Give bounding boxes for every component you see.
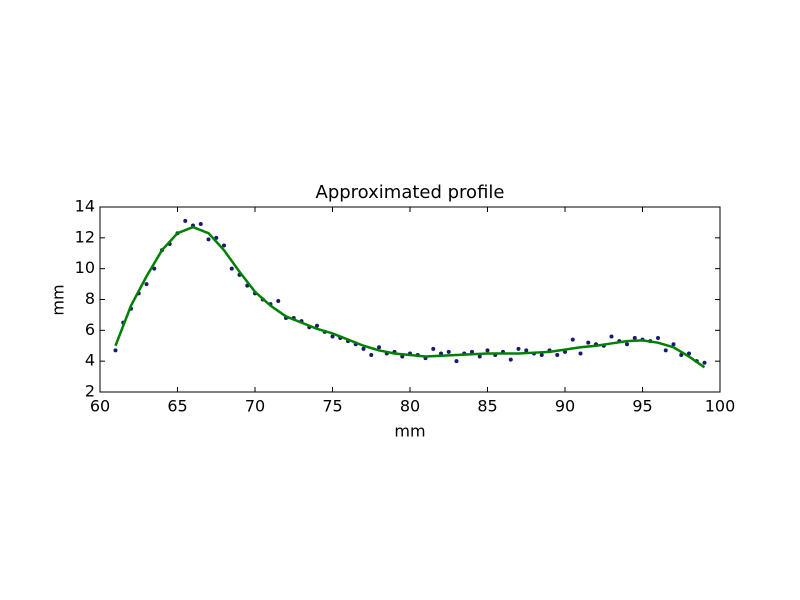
plot-frame [99, 206, 721, 393]
data-point [586, 340, 591, 345]
data-point [609, 334, 614, 339]
data-point [625, 342, 629, 347]
data-point [315, 323, 319, 328]
data-point [276, 299, 281, 304]
y-tick-label: 2 [85, 382, 95, 401]
x-tick-label: 85 [477, 397, 497, 416]
data-point [516, 346, 521, 351]
y-tick-label: 6 [85, 320, 95, 339]
data-point [229, 266, 234, 271]
data-point [477, 354, 482, 359]
chart-title: Approximated profile [316, 182, 505, 203]
data-point [570, 337, 575, 342]
data-point [206, 237, 211, 242]
y-axis-label: mm [49, 284, 68, 315]
data-point [454, 359, 459, 364]
data-point [702, 360, 707, 365]
data-point [656, 336, 660, 341]
data-point [687, 351, 691, 356]
data-point [330, 334, 335, 339]
data-point [152, 266, 157, 271]
data-point [144, 282, 149, 287]
y-tick-label: 8 [85, 289, 95, 308]
data-point [439, 351, 443, 356]
x-tick-label: 70 [245, 397, 265, 416]
fit-line [114, 225, 706, 369]
data-point [361, 346, 366, 351]
data-point [470, 349, 474, 354]
data-point [671, 342, 676, 347]
data-point [369, 353, 374, 357]
x-tick-label: 60 [90, 397, 110, 416]
data-point [446, 349, 451, 354]
data-point [198, 221, 203, 226]
x-tick-label: 80 [400, 397, 420, 416]
data-point [183, 218, 188, 223]
x-tick-label: 75 [322, 397, 342, 416]
data-point [578, 351, 583, 356]
data-point [485, 348, 490, 353]
data-point [431, 346, 436, 351]
y-tick-label: 14 [75, 197, 95, 216]
data-point [679, 353, 684, 357]
data-point [663, 348, 668, 353]
y-tick-label: 4 [85, 351, 95, 370]
x-tick-label: 95 [632, 397, 652, 416]
x-tick-label: 65 [167, 397, 187, 416]
y-tick-label: 12 [75, 227, 95, 246]
y-tick-label: 10 [75, 258, 95, 277]
data-point [555, 353, 560, 357]
data-point [632, 336, 637, 341]
data-point [524, 348, 529, 353]
data-point [222, 243, 226, 248]
data-point [508, 357, 513, 362]
x-tick-label: 90 [555, 397, 575, 416]
data-point [539, 353, 544, 357]
x-axis-label: mm [394, 422, 425, 441]
data-point [113, 348, 118, 353]
data-point [377, 345, 381, 350]
x-tick-label: 100 [705, 397, 736, 416]
